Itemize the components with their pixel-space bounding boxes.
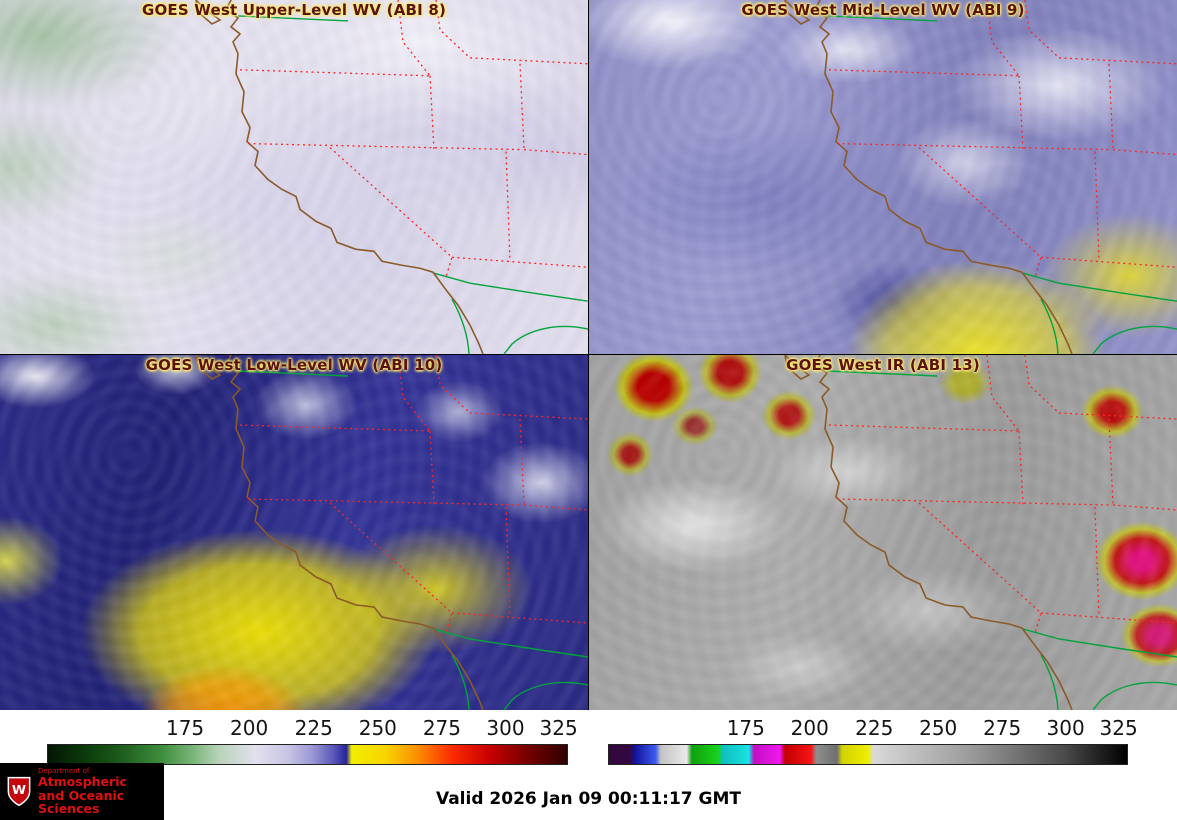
panel-title-low-wv: GOES West Low-Level WV (ABI 10)	[145, 356, 443, 374]
logo-text: Department of Atmospheric and Oceanic Sc…	[38, 767, 164, 816]
panel-title-mid-wv: GOES West Mid-Level WV (ABI 9)	[741, 1, 1025, 19]
colorbar-tick-175: 175	[726, 716, 765, 740]
colorbar-section: 175 200 225 250 275 300 325 175 200 225 250 275 300…	[0, 710, 1177, 768]
ir-colorbar-ticks: 175 200 225 250 275 300 325	[608, 716, 1138, 742]
colorbar-tick-200: 200	[230, 716, 269, 740]
colorbar-tick-250: 250	[358, 716, 397, 740]
satellite-imagery-low-wv	[0, 355, 588, 710]
panel-upper-level-wv: GOES West Upper-Level WV (ABI 8)	[0, 0, 588, 354]
ir-colorbar	[608, 744, 1128, 765]
colorbar-tick-225: 225	[855, 716, 894, 740]
logo-line-oceanic-sciences: and Oceanic Sciences	[38, 787, 125, 816]
map-overlay	[0, 0, 588, 354]
panel-low-level-wv: GOES West Low-Level WV (ABI 10)	[0, 355, 588, 710]
map-overlay	[589, 355, 1177, 710]
colorbar-tick-300: 300	[1046, 716, 1085, 740]
panel-mid-level-wv: GOES West Mid-Level WV (ABI 9)	[589, 0, 1177, 354]
satellite-panel-grid: GOES West Upper-Level WV (ABI 8) GOES We…	[0, 0, 1177, 710]
map-overlay	[0, 355, 588, 710]
colorbar-tick-250: 250	[919, 716, 958, 740]
panel-title-ir: GOES West IR (ABI 13)	[786, 356, 980, 374]
satellite-imagery-mid-wv	[589, 0, 1177, 354]
aos-department-logo: W Department of Atmospheric and Oceanic …	[0, 763, 164, 820]
panel-title-upper-wv: GOES West Upper-Level WV (ABI 8)	[141, 1, 447, 19]
colorbar-tick-300: 300	[486, 716, 525, 740]
colorbar-tick-275: 275	[422, 716, 461, 740]
cloud-texture	[0, 0, 588, 354]
colorbar-tick-325: 325	[539, 716, 578, 740]
colorbar-tick-200: 200	[790, 716, 829, 740]
valid-timestamp: Valid 2026 Jan 09 00:11:17 GMT	[435, 789, 742, 809]
cloud-texture	[0, 355, 588, 710]
satellite-imagery-ir	[589, 355, 1177, 710]
wv-colorbar	[47, 744, 568, 765]
satellite-imagery-upper-wv	[0, 0, 588, 354]
colorbar-tick-225: 225	[294, 716, 333, 740]
colorbar-tick-275: 275	[983, 716, 1022, 740]
colorbar-tick-325: 325	[1099, 716, 1138, 740]
map-overlay	[589, 0, 1177, 354]
logo-line-department-of: Department of	[38, 767, 90, 776]
colorbar-tick-175: 175	[165, 716, 205, 740]
uw-crest-icon: W	[7, 776, 31, 806]
panel-ir: GOES West IR (ABI 13)	[589, 355, 1177, 710]
logo-line-atmospheric: Atmospheric	[38, 774, 127, 790]
crest-letter: W	[12, 783, 26, 798]
cloud-texture	[589, 0, 1177, 354]
wv-colorbar-ticks: 175 200 225 250 275 300 325	[47, 716, 578, 742]
ir-colorbar-block: 175 200 225 250 275 300 325	[608, 716, 1138, 765]
cloud-texture	[589, 355, 1177, 710]
wv-colorbar-block: 175 200 225 250 275 300 325	[47, 716, 578, 765]
